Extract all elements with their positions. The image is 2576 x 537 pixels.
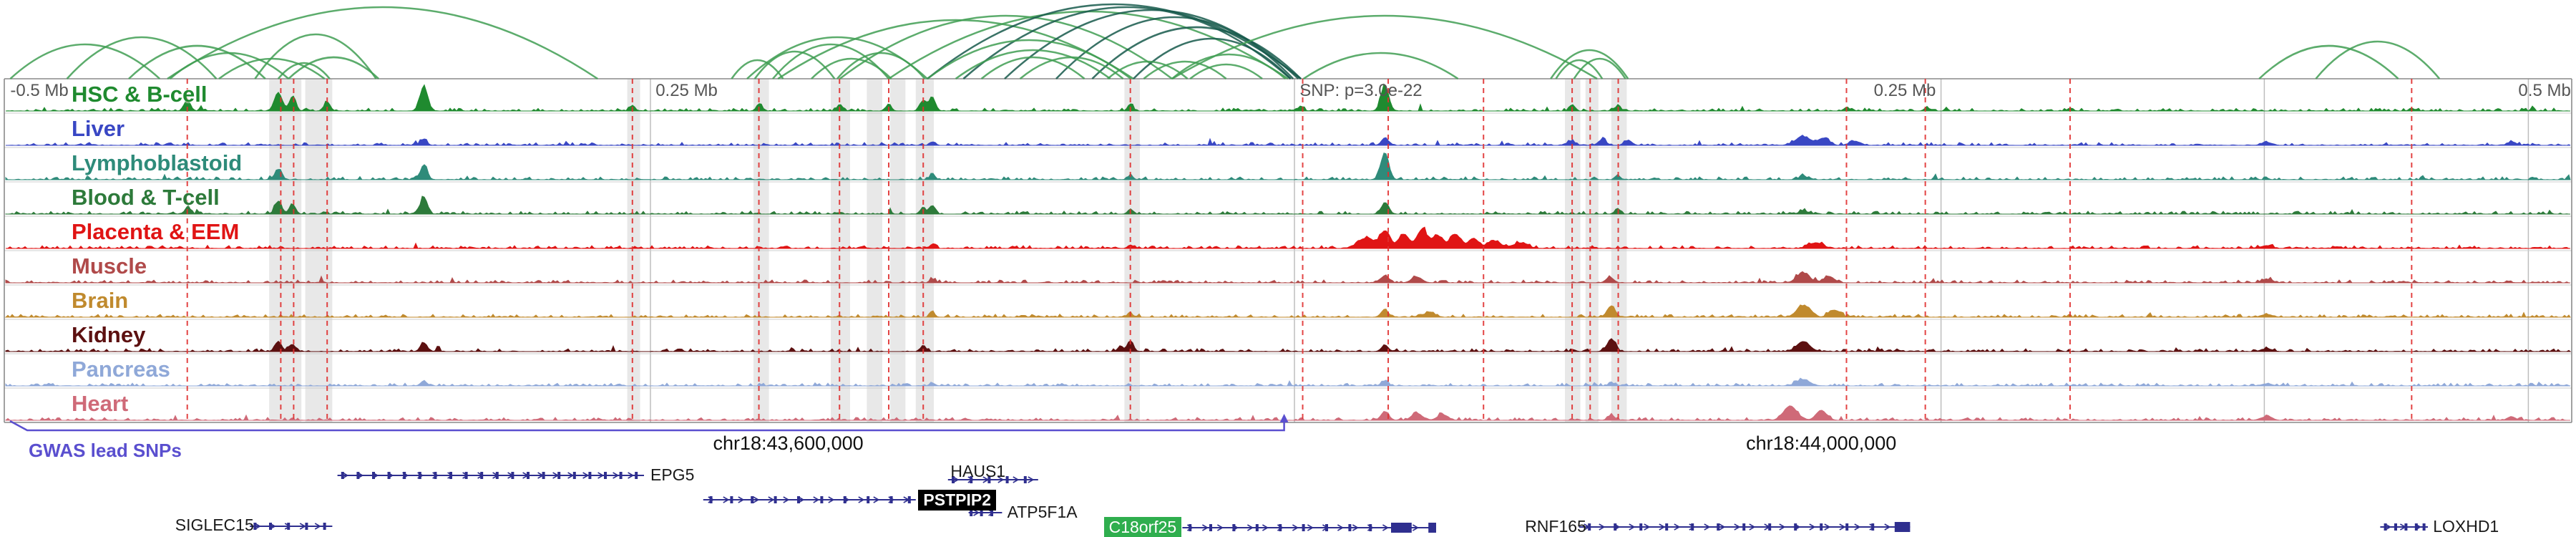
gene-label-c18orf25[interactable]: C18orf25: [1103, 517, 1182, 537]
gene-label-pstpip2[interactable]: PSTPIP2: [918, 490, 996, 511]
gene-label-haus1[interactable]: HAUS1: [950, 462, 1006, 480]
gene-label-siglec15[interactable]: SIGLEC15: [175, 516, 254, 534]
track-label-hsc-b-cell[interactable]: HSC & B-cell: [72, 82, 208, 107]
ruler-label-left: -0.5 Mb: [10, 81, 69, 100]
gene-label-loxhd1[interactable]: LOXHD1: [2433, 517, 2499, 536]
track-label-brain[interactable]: Brain: [72, 288, 129, 313]
track-label-kidney[interactable]: Kidney: [72, 322, 146, 347]
gene-label-atp5f1a[interactable]: ATP5F1A: [1007, 503, 1078, 521]
coordinate-label-left: chr18:43,600,000: [713, 432, 864, 454]
gwas-lead-snps-label[interactable]: GWAS lead SNPs: [29, 440, 182, 461]
track-label-blood-t-cell[interactable]: Blood & T-cell: [72, 185, 220, 210]
track-label-pancreas[interactable]: Pancreas: [72, 357, 170, 382]
ruler-snp-label: SNP: p=3.0e-22: [1299, 81, 1423, 100]
track-label-muscle[interactable]: Muscle: [72, 253, 147, 279]
ruler-label-q1: 0.25 Mb: [655, 81, 718, 100]
gene-label-epg5[interactable]: EPG5: [650, 465, 695, 484]
ruler-label-q3: 0.25 Mb: [1873, 81, 1936, 100]
track-label-liver[interactable]: Liver: [72, 116, 125, 141]
coordinate-label-right: chr18:44,000,000: [1746, 432, 1897, 454]
track-label-heart[interactable]: Heart: [72, 391, 129, 416]
track-label-placenta-eem[interactable]: Placenta & EEM: [72, 219, 240, 244]
track-label-lymphoblastoid[interactable]: Lymphoblastoid: [72, 150, 243, 175]
gene-label-rnf165[interactable]: RNF165: [1525, 517, 1586, 536]
ruler-label-right: 0.5 Mb: [2518, 81, 2571, 100]
